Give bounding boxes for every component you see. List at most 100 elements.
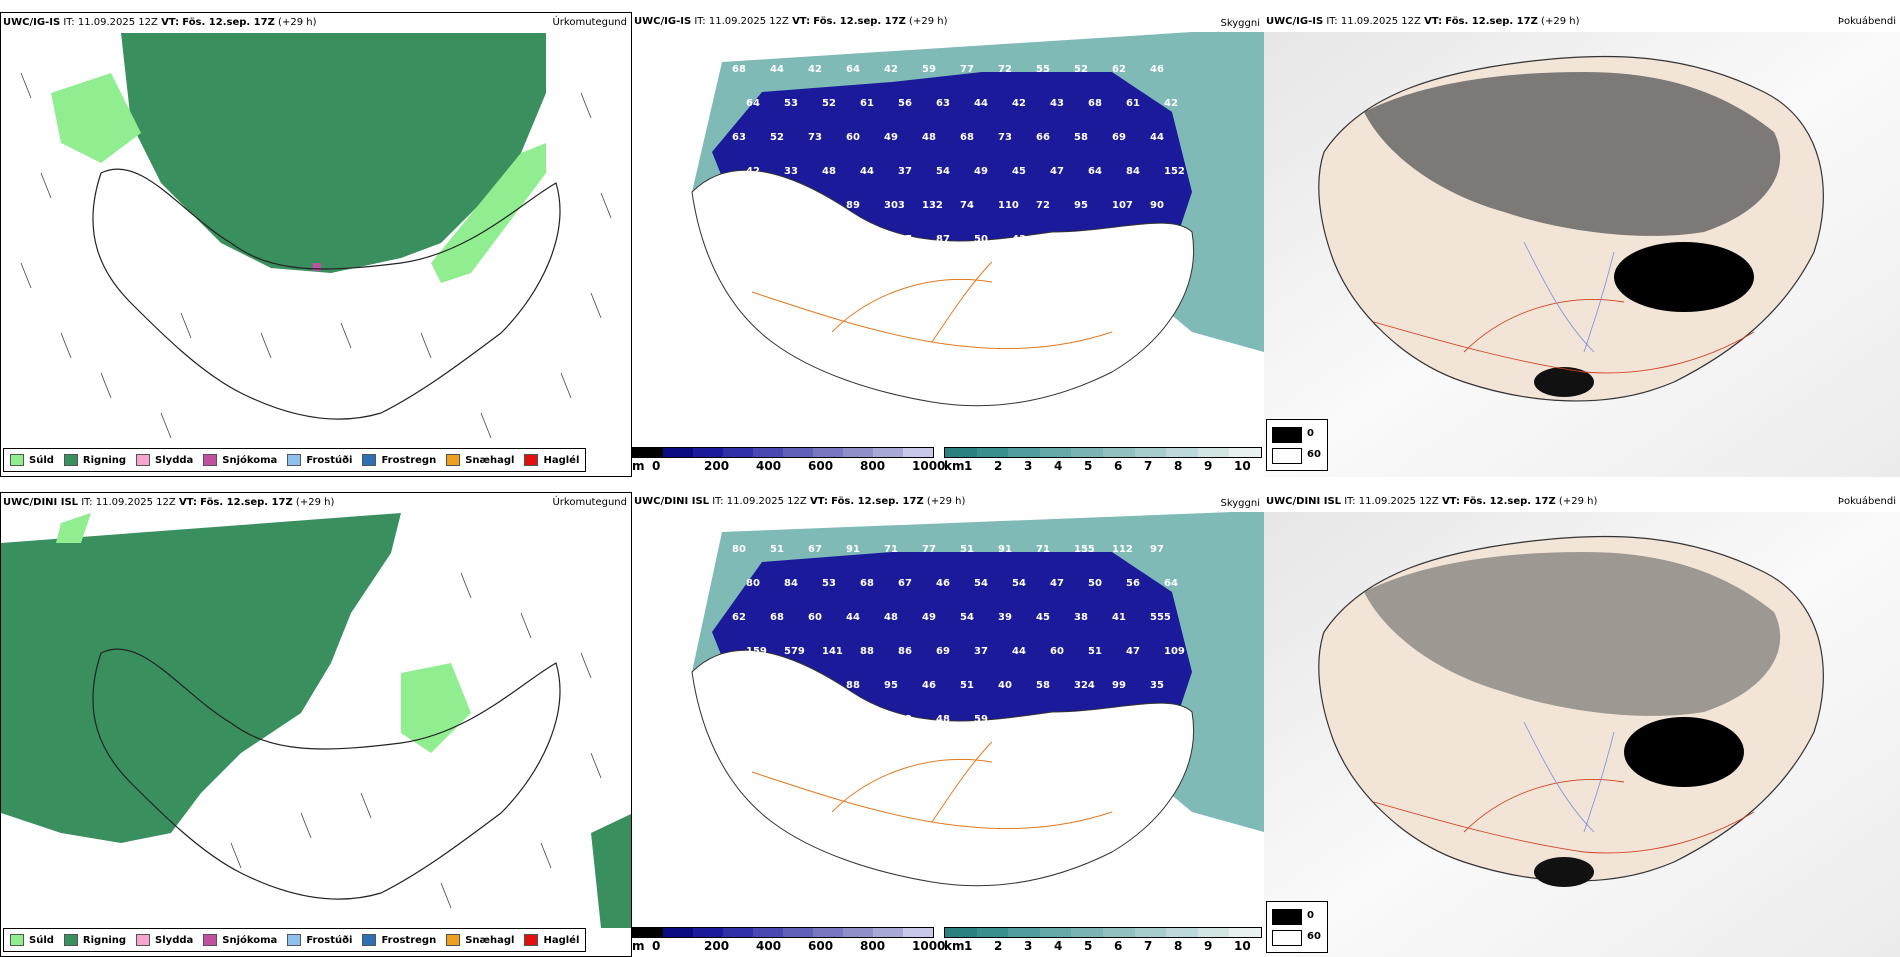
cloud-base-value: 73 bbox=[808, 132, 822, 143]
legend-label: Slydda bbox=[155, 454, 194, 466]
cloud-base-value: 49 bbox=[974, 166, 988, 177]
road-network bbox=[751, 741, 1113, 830]
cloud-base-value: 35 bbox=[1150, 680, 1164, 691]
cloud-base-value: 54 bbox=[936, 166, 950, 177]
cloud-base-value: 68 bbox=[860, 578, 874, 589]
cloud-base-value: 52 bbox=[822, 98, 836, 109]
scale-unit: km bbox=[944, 939, 965, 953]
cloud-base-value: 159 bbox=[746, 646, 767, 657]
legend-item: Haglél bbox=[524, 934, 579, 946]
cloud-visibility-panel: UWC/IG-IS IT: 11.09.2025 12Z VT: Fös. 12… bbox=[632, 12, 1264, 477]
legend-swatch bbox=[524, 934, 539, 946]
cloud-base-value: 38 bbox=[1074, 612, 1088, 623]
drizzle-area-2 bbox=[56, 513, 91, 543]
cloud-base-value: 579 bbox=[784, 646, 805, 657]
cloud-base-value: 91 bbox=[998, 544, 1012, 555]
cloud-base-value: 72 bbox=[1036, 200, 1050, 211]
cloud-base-value: 91 bbox=[860, 234, 874, 245]
cloud-base-value: 73 bbox=[1126, 234, 1140, 245]
fog-max-area-2 bbox=[1534, 367, 1594, 397]
legend-item: Súld bbox=[10, 934, 54, 946]
cloud-base-value: 47 bbox=[808, 268, 822, 279]
fog-indicator-panel: UWC/IG-IS IT: 11.09.2025 12Z VT: Fös. 12… bbox=[1264, 12, 1900, 477]
cloud-base-value: 132 bbox=[922, 200, 943, 211]
cloud-base-value: 43 bbox=[1050, 98, 1064, 109]
cloud-base-value: 90 bbox=[1150, 200, 1164, 211]
cloud-base-value: 155 bbox=[1074, 544, 1095, 555]
scale-tick: 800 bbox=[860, 459, 886, 473]
cloud-base-value: 97 bbox=[1150, 544, 1164, 555]
visibility-scale: km 1 2 3 4 5 6 7 8 9 10 bbox=[944, 447, 1264, 477]
fog-map bbox=[1264, 512, 1900, 957]
cloud-base-value: 71 bbox=[1036, 544, 1050, 555]
scale-unit: m bbox=[632, 459, 645, 473]
cloud-base-value: 53 bbox=[808, 680, 822, 691]
cloud-base-value: 55 bbox=[784, 714, 798, 725]
panel-title: Skyggni bbox=[1220, 498, 1260, 509]
legend-label: Súld bbox=[29, 934, 54, 946]
cloud-base-value: 88 bbox=[846, 680, 860, 691]
fog-map bbox=[1264, 32, 1900, 477]
legend-swatch bbox=[287, 454, 302, 466]
scale-tick: 200 bbox=[704, 459, 730, 473]
scale-tick: 6 bbox=[1114, 459, 1123, 473]
cloud-base-value: 58 bbox=[1074, 132, 1088, 143]
fog-dark-area bbox=[1364, 552, 1781, 716]
legend-item: Rigning bbox=[63, 934, 127, 946]
cloud-base-value: 68 bbox=[960, 132, 974, 143]
cloud-base-value: 72 bbox=[998, 64, 1012, 75]
legend-label: Rigning bbox=[82, 934, 127, 946]
cloud-base-value: 53 bbox=[822, 578, 836, 589]
rain-area bbox=[1, 513, 401, 843]
cloud-base-value: 152 bbox=[1164, 166, 1185, 177]
cloud-base-value: 56 bbox=[1126, 578, 1140, 589]
cloud-base-value: 77 bbox=[960, 64, 974, 75]
cloud-base-value: 105 bbox=[732, 680, 753, 691]
cloud-base-value: 51 bbox=[960, 544, 974, 555]
scale-tick: 4 bbox=[1054, 459, 1063, 473]
scale-tick: 8 bbox=[1174, 939, 1183, 953]
cloud-base-value: 59 bbox=[922, 64, 936, 75]
cloud-base-value: 52 bbox=[770, 132, 784, 143]
cloud-base-value: 45 bbox=[1012, 166, 1026, 177]
iceland-outline bbox=[691, 169, 1194, 407]
scale-tick: 10 bbox=[1234, 939, 1251, 953]
cloud-base-value: 91 bbox=[846, 544, 860, 555]
cloud-base-value: 42 bbox=[808, 64, 822, 75]
wind-barbs bbox=[20, 72, 612, 439]
cloud-base-value: 44 bbox=[974, 98, 988, 109]
cloud-base-value: 80 bbox=[732, 544, 746, 555]
cloud-base-value: 67 bbox=[808, 544, 822, 555]
cloud-base-value: 99 bbox=[1112, 680, 1126, 691]
cloud-base-value: 303 bbox=[884, 200, 905, 211]
cloud-base-value: 33 bbox=[784, 166, 798, 177]
scale-tick: 600 bbox=[808, 939, 834, 953]
cloud-base-value: 62 bbox=[1112, 64, 1126, 75]
legend-swatch bbox=[446, 934, 461, 946]
cloud-base-value: 64 bbox=[1088, 166, 1102, 177]
scale-tick: 1 bbox=[964, 939, 973, 953]
cloud-base-value: 130 bbox=[770, 268, 791, 279]
cloud-base-value: 77 bbox=[922, 544, 936, 555]
fog-max-area bbox=[1614, 242, 1754, 312]
cloud-base-value: 50 bbox=[1088, 578, 1102, 589]
cloud-base-value: 285 bbox=[770, 680, 791, 691]
legend-swatch bbox=[446, 454, 461, 466]
scale-tick: 3 bbox=[1024, 459, 1033, 473]
cloud-base-value: 44 bbox=[860, 714, 874, 725]
cloud-base-value: 60 bbox=[1050, 646, 1064, 657]
cloud-base-value: 86 bbox=[898, 646, 912, 657]
panel-title: Úrkomutegund bbox=[552, 497, 627, 508]
fog-max-area-2 bbox=[1534, 857, 1594, 887]
cloud-base-value: 55 bbox=[770, 200, 784, 211]
cloud-base-value: 112 bbox=[1112, 544, 1133, 555]
cloud-base-value: 128 bbox=[732, 268, 753, 279]
cloud-base-value: 69 bbox=[1112, 132, 1126, 143]
cloud-base-value: 39 bbox=[732, 200, 746, 211]
cloud-base-value: 44 bbox=[846, 612, 860, 623]
scale-unit: km bbox=[944, 459, 965, 473]
legend-swatch bbox=[203, 934, 218, 946]
scale-tick: 0 bbox=[652, 459, 661, 473]
legend-item: Frostúði bbox=[287, 454, 352, 466]
scale-tick: 3 bbox=[1024, 939, 1033, 953]
